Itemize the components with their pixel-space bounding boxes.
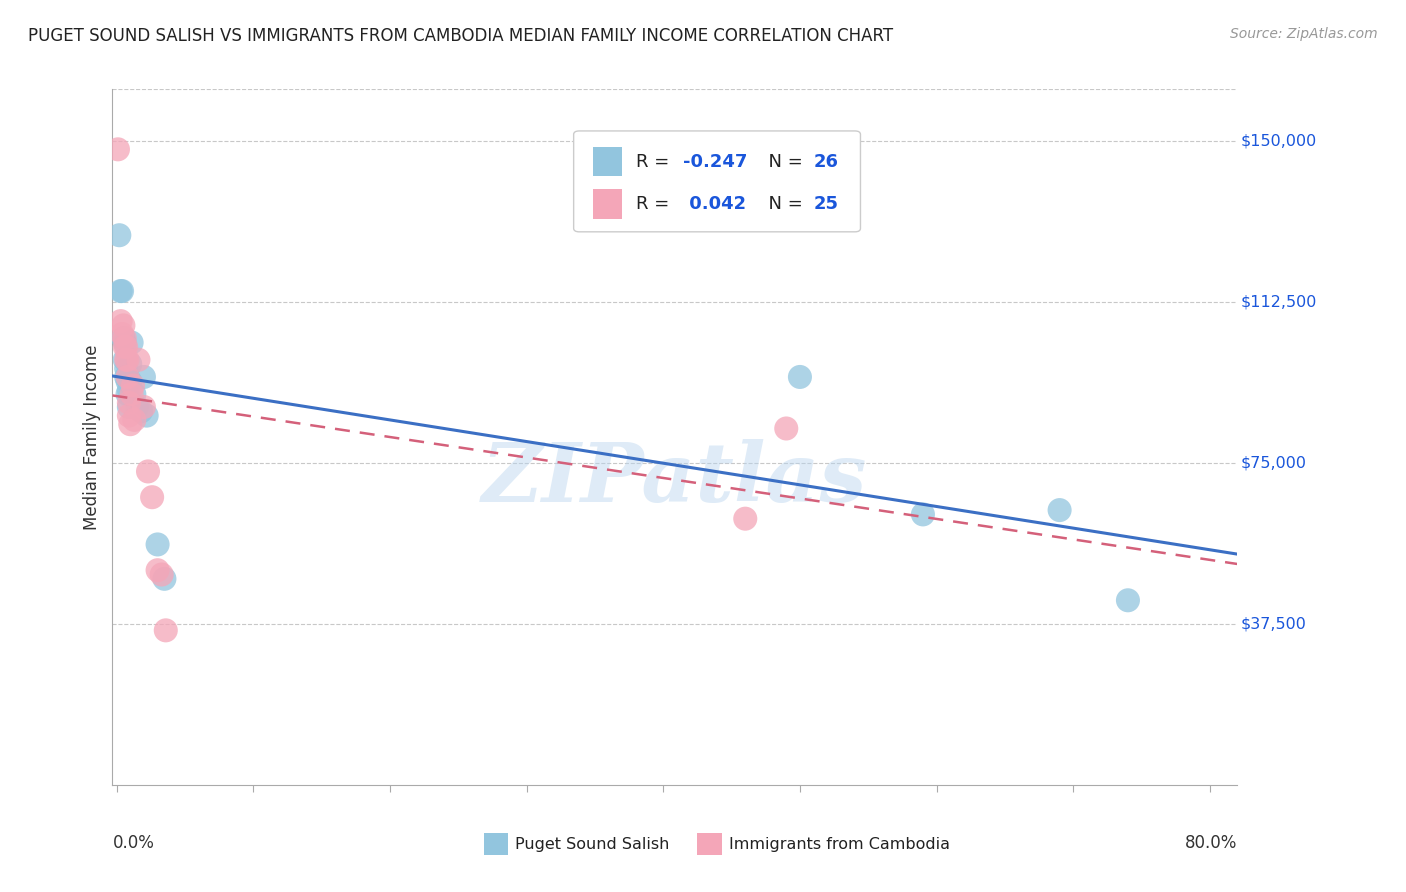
Point: [110, 314, 132, 328]
Point: [132, 370, 155, 384]
Text: R =: R =: [636, 195, 675, 213]
Point: [146, 537, 169, 551]
Text: 0.0%: 0.0%: [112, 834, 155, 852]
Point: [1049, 503, 1071, 517]
Bar: [697, 833, 723, 855]
Point: [114, 340, 136, 354]
Point: [118, 409, 141, 423]
Point: [155, 624, 177, 638]
Point: [150, 567, 173, 582]
Point: [120, 374, 142, 388]
Point: [117, 370, 139, 384]
Point: [125, 400, 148, 414]
Point: [114, 352, 136, 367]
Bar: [484, 833, 509, 855]
Point: [108, 228, 131, 243]
Point: [111, 326, 134, 341]
Point: [127, 352, 149, 367]
Point: [136, 465, 159, 479]
Text: $37,500: $37,500: [1240, 616, 1306, 632]
Point: [115, 361, 138, 376]
Point: [734, 511, 756, 525]
Point: [789, 370, 811, 384]
Point: [117, 387, 139, 401]
Y-axis label: Median Family Income: Median Family Income: [83, 344, 101, 530]
Point: [114, 335, 136, 350]
Text: Immigrants from Cambodia: Immigrants from Cambodia: [728, 837, 950, 852]
Text: PUGET SOUND SALISH VS IMMIGRANTS FROM CAMBODIA MEDIAN FAMILY INCOME CORRELATION : PUGET SOUND SALISH VS IMMIGRANTS FROM CA…: [28, 27, 893, 45]
Text: Source: ZipAtlas.com: Source: ZipAtlas.com: [1230, 27, 1378, 41]
Point: [135, 409, 157, 423]
Point: [111, 284, 134, 298]
Point: [121, 387, 143, 401]
Text: $75,000: $75,000: [1240, 455, 1306, 470]
Point: [120, 357, 142, 371]
Point: [146, 563, 169, 577]
Text: 25: 25: [813, 195, 838, 213]
Point: [775, 421, 797, 435]
Text: 26: 26: [813, 153, 838, 170]
Point: [115, 340, 138, 354]
Point: [115, 370, 138, 384]
Point: [112, 331, 135, 345]
Point: [112, 318, 135, 333]
Point: [118, 383, 141, 397]
Point: [124, 413, 146, 427]
Point: [107, 142, 129, 156]
Text: 80.0%: 80.0%: [1185, 834, 1237, 852]
Text: R =: R =: [636, 153, 675, 170]
Text: N =: N =: [756, 195, 808, 213]
Text: -0.247: -0.247: [683, 153, 747, 170]
Point: [114, 331, 136, 345]
Point: [1116, 593, 1139, 607]
Point: [120, 417, 142, 432]
Point: [153, 572, 176, 586]
Bar: [593, 147, 621, 177]
Point: [115, 352, 138, 367]
Point: [122, 378, 145, 392]
Text: $112,500: $112,500: [1240, 294, 1317, 310]
Text: 0.042: 0.042: [683, 195, 745, 213]
Point: [110, 284, 132, 298]
Point: [129, 404, 152, 418]
Point: [911, 508, 934, 522]
Text: Puget Sound Salish: Puget Sound Salish: [515, 837, 669, 852]
Point: [117, 352, 139, 367]
Text: $150,000: $150,000: [1240, 133, 1317, 148]
Point: [118, 400, 141, 414]
Point: [121, 335, 143, 350]
Point: [132, 400, 155, 414]
Text: ZIPatlas: ZIPatlas: [482, 439, 868, 519]
Bar: [593, 189, 621, 219]
Point: [141, 490, 163, 504]
Point: [117, 374, 139, 388]
Text: N =: N =: [756, 153, 808, 170]
FancyBboxPatch shape: [574, 131, 860, 232]
Point: [124, 387, 146, 401]
Point: [118, 395, 141, 409]
